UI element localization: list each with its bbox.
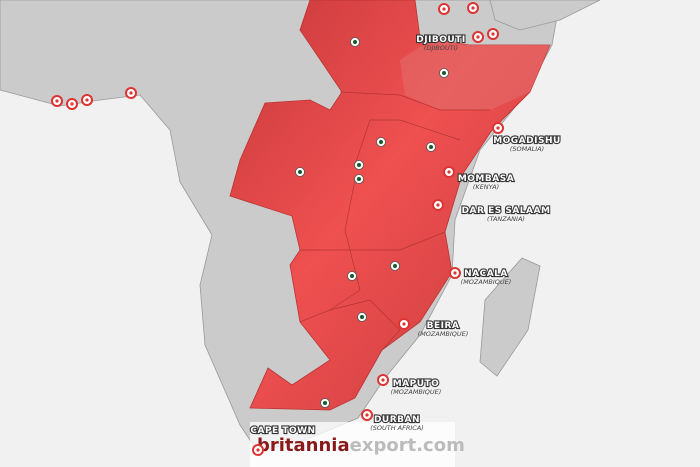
port-name: DURBAN (374, 415, 420, 425)
port-dot (381, 378, 385, 382)
port-name: CAPE TOWN (250, 426, 315, 436)
port-name: MOGADISHU (493, 136, 561, 146)
port-name: DJIBOUTI (416, 35, 465, 45)
port-dot (365, 413, 369, 417)
madagascar (479, 257, 541, 377)
port-dot (491, 32, 495, 36)
city-dot (442, 71, 446, 75)
port-name: BEIRA (427, 321, 460, 331)
port-country: (SOMALIA) (510, 145, 544, 153)
port-country: (TANZANIA) (487, 215, 525, 223)
brand: britannia (257, 435, 350, 456)
port-country: (MOZAMBIQUE) (418, 330, 469, 338)
arabia (489, 0, 601, 31)
port-country: (DJIBOUTI) (424, 44, 458, 52)
port-name: MOMBASA (458, 174, 514, 184)
city-dot (357, 177, 361, 181)
port-dot (471, 6, 475, 10)
watermark-box (250, 422, 455, 467)
city-dot (298, 170, 302, 174)
port-country: (MOZAMBIQUE) (461, 278, 512, 286)
port-dot (453, 271, 457, 275)
port-dot (496, 126, 500, 130)
ethiopia (400, 40, 550, 110)
port-name: NACALA (464, 269, 508, 279)
city-dot (323, 401, 327, 405)
port-country: (KENYA) (473, 183, 499, 191)
borders (299, 91, 490, 351)
port-name: MAPUTO (393, 379, 440, 389)
city-dot (353, 40, 357, 44)
watermark: britanniaexport.com (257, 435, 465, 456)
port-dot (436, 203, 440, 207)
port-dot (447, 170, 451, 174)
port-dot (256, 448, 260, 452)
city-dot (350, 274, 354, 278)
port-country: (MOZAMBIQUE) (391, 388, 442, 396)
port-dot (402, 322, 406, 326)
port-dot (70, 102, 74, 106)
port-dot (129, 91, 133, 95)
city-dot (429, 145, 433, 149)
city-dot (393, 264, 397, 268)
city-dot (379, 140, 383, 144)
port-dot (442, 7, 446, 11)
domain: export.com (350, 435, 465, 456)
port-dot (55, 99, 59, 103)
port-dot (476, 35, 480, 39)
port-dot (85, 98, 89, 102)
city-dot (357, 163, 361, 167)
city-dot (360, 315, 364, 319)
port-name: DAR ES SALAAM (462, 206, 551, 216)
port-country: (SOUTH AFRICA) (370, 424, 424, 432)
